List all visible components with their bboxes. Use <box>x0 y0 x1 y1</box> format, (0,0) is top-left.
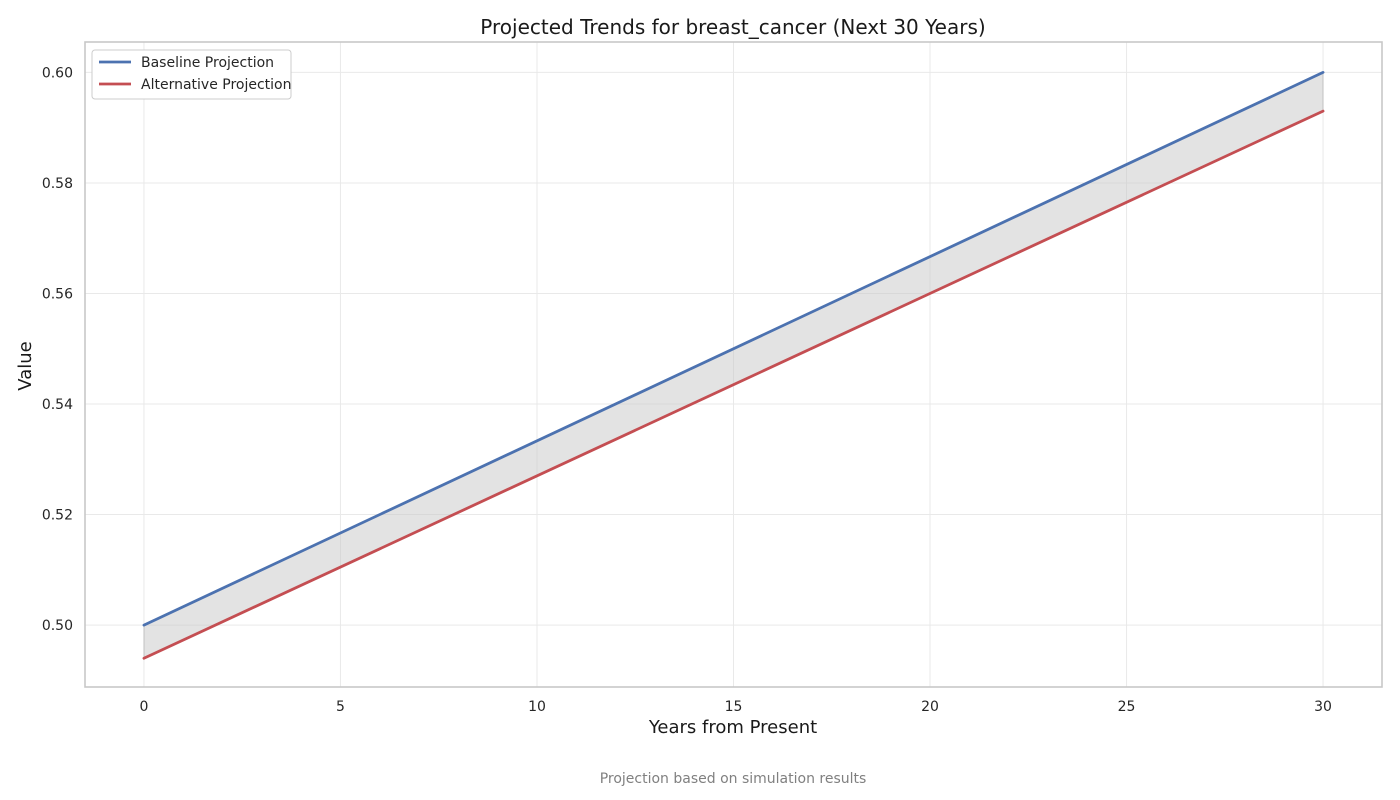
legend-label: Alternative Projection <box>141 77 292 93</box>
grid <box>85 42 1382 687</box>
x-tick-label: 20 <box>921 699 939 715</box>
legend-box <box>91 49 292 100</box>
chart-caption: Projection based on simulation results <box>600 771 867 787</box>
x-tick-label: 0 <box>139 699 148 715</box>
x-axis-label: Years from Present <box>648 717 817 738</box>
series-line-alternative <box>142 109 1325 660</box>
legend-items: Baseline Projection Alternative Projectio… <box>99 55 292 93</box>
y-tick-label: 0.56 <box>42 286 73 302</box>
y-tick-label: 0.54 <box>42 397 73 413</box>
x-tick-label: 10 <box>528 699 546 715</box>
legend-label: Baseline Projection <box>141 55 274 71</box>
series-layer <box>142 70 1325 660</box>
y-axis-ticks: 0.50 0.52 0.54 0.56 0.58 0.60 <box>42 65 73 634</box>
series-line-baseline <box>142 70 1325 627</box>
x-tick-label: 5 <box>336 699 345 715</box>
y-tick-label: 0.52 <box>42 508 73 524</box>
y-tick-label: 0.60 <box>42 65 73 81</box>
x-tick-label: 25 <box>1118 699 1136 715</box>
chart-title: Projected Trends for breast_cancer (Next… <box>480 15 985 39</box>
x-tick-label: 30 <box>1314 699 1332 715</box>
x-axis-ticks: 0 5 10 15 20 25 30 <box>139 699 1331 715</box>
x-tick-label: 15 <box>725 699 743 715</box>
y-tick-label: 0.50 <box>42 618 73 634</box>
plot-frame <box>84 41 1383 688</box>
y-axis-label: Value <box>15 341 36 390</box>
legend: Baseline Projection Alternative Projectio… <box>91 49 292 100</box>
y-tick-label: 0.58 <box>42 176 73 192</box>
